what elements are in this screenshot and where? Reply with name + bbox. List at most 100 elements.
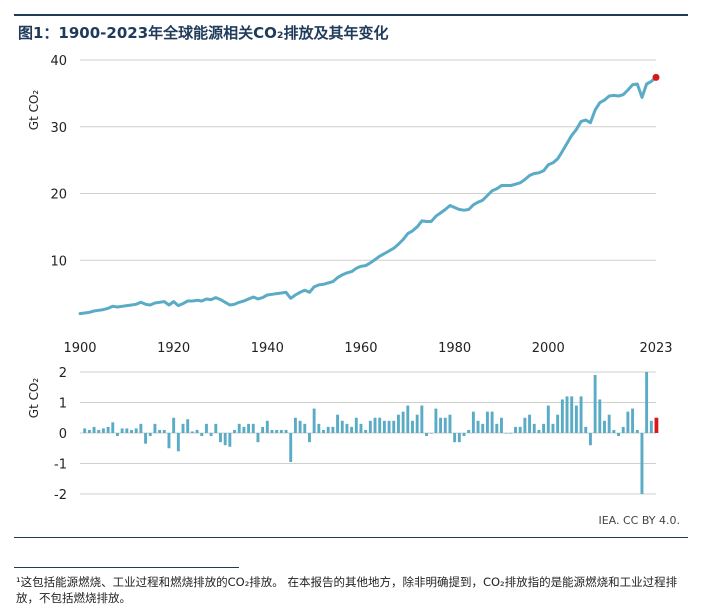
change-bar-1976 bbox=[434, 408, 438, 433]
change-bar-1982 bbox=[462, 433, 466, 437]
change-bar-1945 bbox=[289, 433, 293, 462]
change-bar-1969 bbox=[401, 411, 405, 433]
change-bar-1980 bbox=[453, 433, 457, 443]
change-bar-2023 bbox=[654, 417, 659, 433]
change-bar-2022 bbox=[649, 420, 653, 433]
change-bar-2003 bbox=[560, 399, 564, 433]
change-bar-1901 bbox=[83, 428, 87, 433]
change-bar-1997 bbox=[532, 423, 536, 433]
top-y-tick-10: 10 bbox=[50, 254, 67, 269]
top-y-tick-labels: 10 20 30 40 bbox=[50, 54, 67, 269]
change-bar-1957 bbox=[345, 423, 349, 433]
change-bar-2020 bbox=[640, 433, 644, 494]
x-tick-1900: 1900 bbox=[63, 341, 96, 356]
change-bar-1922 bbox=[181, 423, 185, 433]
change-bar-1927 bbox=[204, 423, 208, 433]
change-bar-2015 bbox=[617, 433, 620, 437]
change-bar-1988 bbox=[490, 411, 494, 433]
emissions-line bbox=[78, 75, 658, 316]
change-bar-1963 bbox=[373, 417, 377, 433]
change-bar-1930 bbox=[219, 433, 222, 443]
bottom-y-axis-label: Gt CO₂ bbox=[27, 378, 41, 419]
change-bar-2016 bbox=[621, 426, 625, 433]
change-bar-1979 bbox=[448, 414, 452, 433]
change-bar-1987 bbox=[485, 411, 489, 433]
change-bar-1941 bbox=[270, 429, 274, 433]
x-tick-1980: 1980 bbox=[438, 341, 471, 356]
top-x-tick-labels: 1900 1920 1940 1960 1980 2000 2023 bbox=[63, 341, 672, 356]
change-bar-1983 bbox=[467, 429, 471, 433]
credit-text: IEA. CC BY 4.0. bbox=[598, 514, 680, 527]
bottom-y-tick-labels: -2 -1 0 1 2 bbox=[54, 366, 67, 503]
change-bar-2005 bbox=[570, 396, 574, 433]
change-bar-1995 bbox=[523, 417, 527, 433]
change-bar-1977 bbox=[439, 417, 443, 433]
change-bar-2013 bbox=[607, 414, 611, 433]
change-bar-1956 bbox=[340, 420, 344, 433]
change-bar-1950 bbox=[312, 408, 316, 433]
change-bar-1907 bbox=[111, 422, 115, 433]
change-bar-1954 bbox=[331, 426, 335, 433]
change-bar-2002 bbox=[556, 414, 560, 433]
change-bar-2021 bbox=[645, 372, 649, 433]
change-bar-1905 bbox=[101, 428, 105, 433]
change-bar-1984 bbox=[471, 411, 475, 433]
footnote: ¹这包括能源燃烧、工业过程和燃烧排放的CO₂排放。 在本报告的其他地方，除非明确… bbox=[16, 575, 678, 605]
change-bar-2011 bbox=[598, 399, 602, 433]
change-bar-1910 bbox=[125, 428, 129, 433]
change-bar-1989 bbox=[495, 423, 499, 433]
change-bar-1906 bbox=[106, 426, 110, 433]
change-bar-1903 bbox=[92, 426, 96, 433]
change-bar-1921 bbox=[176, 433, 180, 452]
change-bar-1912 bbox=[134, 428, 138, 433]
change-bar-1971 bbox=[411, 420, 414, 433]
change-bar-1968 bbox=[396, 414, 400, 433]
change-bar-1902 bbox=[87, 429, 91, 433]
change-bar-1908 bbox=[116, 433, 119, 437]
bottom-y-tick-2: 2 bbox=[59, 366, 67, 381]
change-bar-1994 bbox=[518, 426, 522, 433]
change-bar-2018 bbox=[631, 408, 635, 433]
change-bar-2000 bbox=[546, 405, 550, 433]
change-bar-2008 bbox=[584, 426, 588, 433]
change-bar-1962 bbox=[368, 420, 372, 433]
change-bar-1928 bbox=[209, 433, 213, 437]
change-bar-1990 bbox=[500, 417, 503, 433]
change-bar-1904 bbox=[97, 429, 101, 433]
bottom-y-tick-1: 1 bbox=[59, 397, 67, 412]
change-bar-1936 bbox=[247, 423, 251, 433]
bottom-gridlines bbox=[80, 371, 656, 495]
x-tick-1940: 1940 bbox=[251, 341, 284, 356]
top-y-axis-label: Gt CO₂ bbox=[27, 90, 41, 131]
change-bar-2010 bbox=[593, 375, 597, 433]
change-bar-1935 bbox=[242, 426, 246, 433]
emissions-line-series bbox=[78, 73, 660, 316]
change-bar-1920 bbox=[172, 417, 176, 433]
change-bar-1925 bbox=[195, 429, 199, 433]
x-tick-2000: 2000 bbox=[532, 341, 565, 356]
top-y-tick-30: 30 bbox=[50, 121, 67, 136]
change-bar-1961 bbox=[364, 429, 368, 433]
bottom-y-tick-0: 0 bbox=[59, 427, 67, 442]
top-gridlines bbox=[80, 59, 656, 261]
change-bar-1949 bbox=[308, 433, 311, 443]
x-tick-1960: 1960 bbox=[344, 341, 377, 356]
change-bar-1947 bbox=[298, 420, 302, 433]
change-bar-2001 bbox=[551, 423, 555, 433]
change-bar-1915 bbox=[148, 433, 152, 437]
change-bar-1951 bbox=[317, 423, 321, 433]
change-bar-1973 bbox=[420, 405, 424, 433]
change-bar-1937 bbox=[251, 423, 255, 433]
bottom-rule bbox=[14, 537, 688, 538]
annual-change-bars bbox=[83, 372, 659, 494]
change-bar-1918 bbox=[162, 429, 166, 433]
change-bar-1999 bbox=[542, 423, 546, 433]
change-bar-1914 bbox=[144, 433, 148, 444]
x-tick-1920: 1920 bbox=[157, 341, 190, 356]
change-bar-1975 bbox=[429, 433, 433, 434]
change-bar-1996 bbox=[528, 414, 532, 433]
change-bar-1926 bbox=[200, 433, 204, 437]
bottom-y-tick--2: -2 bbox=[54, 488, 67, 503]
change-bar-1991 bbox=[504, 433, 508, 434]
